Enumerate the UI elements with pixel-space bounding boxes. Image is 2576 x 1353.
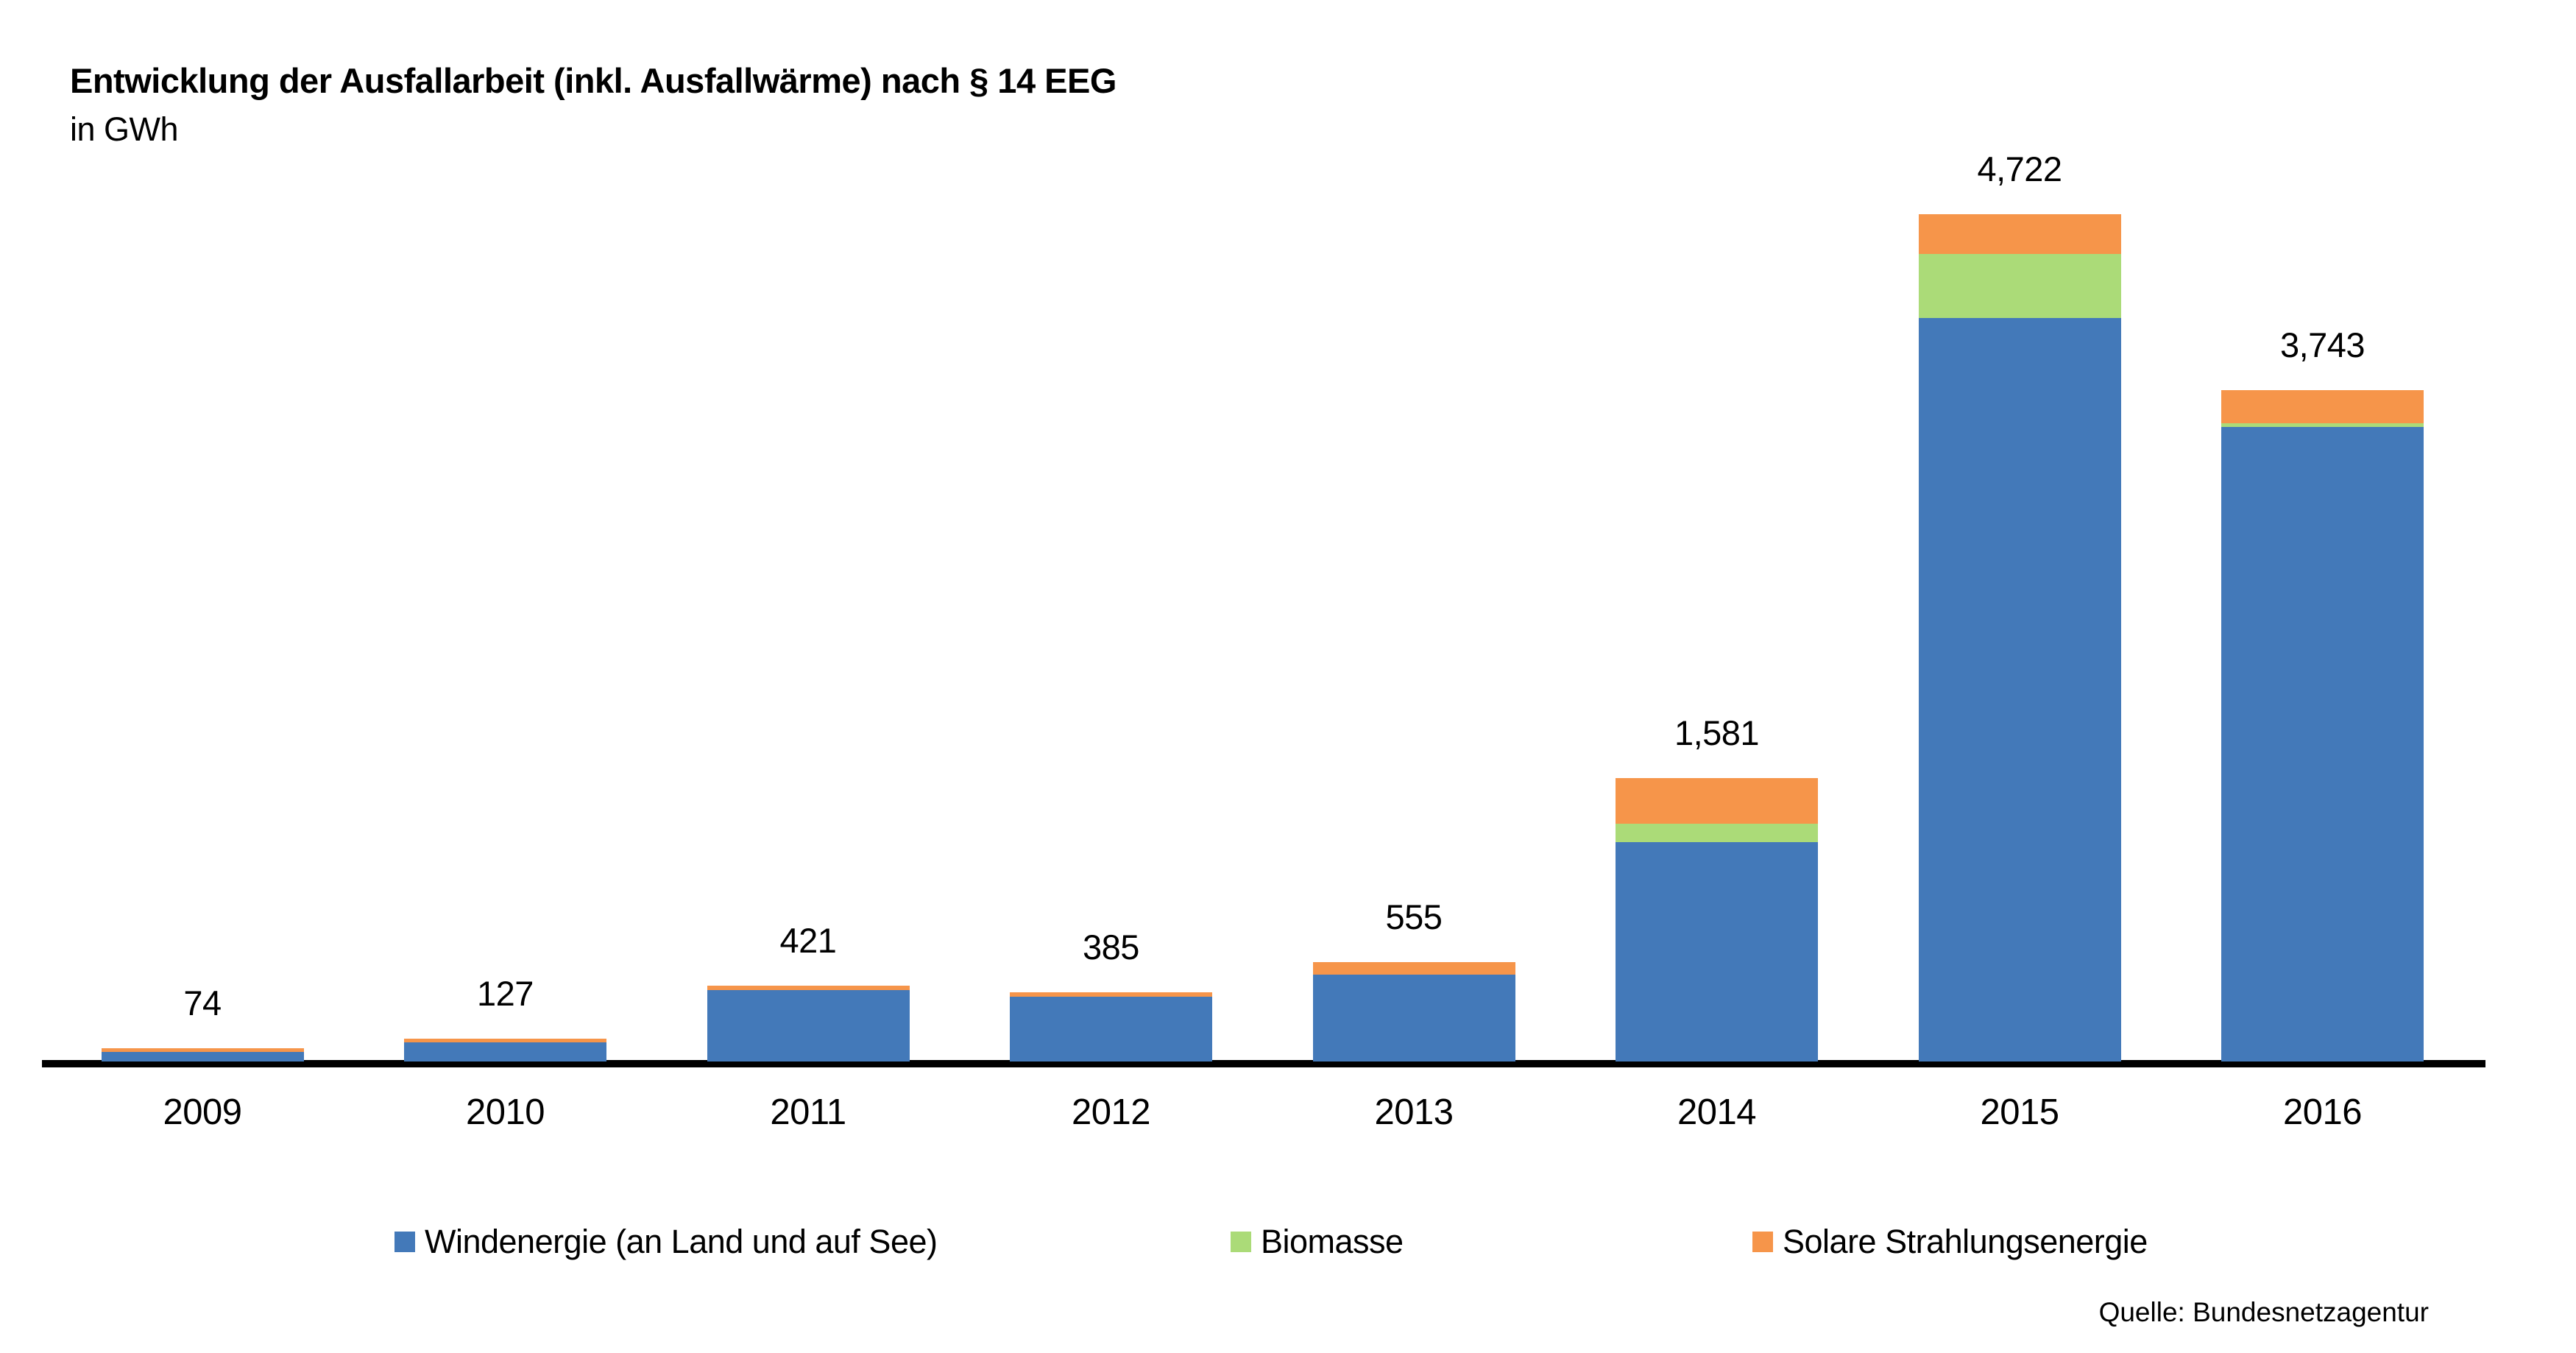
value-label-2012: 385 xyxy=(1083,928,1139,967)
bar-2016 xyxy=(2221,389,2424,1061)
bar-segment-solare-strahlungsenergie-2014 xyxy=(1616,777,1818,824)
bar-2011 xyxy=(707,986,910,1061)
bar-segment-solare-strahlungsenergie-2009 xyxy=(101,1048,304,1052)
bar-segment-windenergie-an-land-und-auf-see-2012 xyxy=(1010,996,1212,1061)
bar-segment-biomasse-2014 xyxy=(1616,823,1818,843)
bar-segment-windenergie-an-land-und-auf-see-2009 xyxy=(101,1051,304,1061)
bar-segment-windenergie-an-land-und-auf-see-2013 xyxy=(1312,974,1515,1061)
bar-segment-biomasse-2015 xyxy=(1918,254,2121,319)
year-label-2016: 2016 xyxy=(2282,1092,2363,1132)
year-label-2009: 2009 xyxy=(163,1092,242,1132)
year-label-2011: 2011 xyxy=(770,1092,846,1132)
year-label-2014: 2014 xyxy=(1677,1092,1757,1132)
bar-segment-solare-strahlungsenergie-2015 xyxy=(1918,213,2121,255)
source-note: Quelle: Bundesnetzagentur xyxy=(2098,1297,2429,1327)
bar-segment-windenergie-an-land-und-auf-see-2016 xyxy=(2221,427,2424,1061)
value-label-2009: 74 xyxy=(183,983,222,1022)
year-label-2015: 2015 xyxy=(1980,1092,2059,1132)
bar-segment-solare-strahlungsenergie-2011 xyxy=(707,986,910,990)
bar-segment-windenergie-an-land-und-auf-see-2011 xyxy=(707,989,910,1061)
year-label-2013: 2013 xyxy=(1374,1092,1454,1132)
bar-2010 xyxy=(404,1039,606,1061)
x-axis-line xyxy=(42,1060,2485,1067)
bar-segment-solare-strahlungsenergie-2010 xyxy=(404,1039,606,1043)
chart-subtitle: in GWh xyxy=(70,110,179,148)
bar-segment-windenergie-an-land-und-auf-see-2015 xyxy=(1918,318,2121,1061)
value-label-2013: 555 xyxy=(1385,897,1443,936)
bar-2013 xyxy=(1312,961,1515,1061)
value-label-2011: 421 xyxy=(779,921,837,961)
value-label-2016: 3,743 xyxy=(2279,325,2366,364)
bar-2014 xyxy=(1616,777,1818,1061)
bar-segment-solare-strahlungsenergie-2013 xyxy=(1312,961,1515,975)
year-label-2012: 2012 xyxy=(1071,1092,1151,1132)
year-label-2010: 2010 xyxy=(465,1092,545,1132)
value-label-2014: 1,581 xyxy=(1674,713,1760,752)
bar-segment-biomasse-2016 xyxy=(2221,423,2424,428)
value-label-2015: 4,722 xyxy=(1977,149,2062,188)
bar-2015 xyxy=(1918,213,2121,1061)
bar-2009 xyxy=(101,1048,304,1061)
bar-segment-windenergie-an-land-und-auf-see-2014 xyxy=(1616,842,1818,1061)
bar-segment-solare-strahlungsenergie-2016 xyxy=(2221,389,2424,424)
value-label-2010: 127 xyxy=(477,974,534,1014)
bar-2012 xyxy=(1010,992,1212,1061)
bar-segment-solare-strahlungsenergie-2012 xyxy=(1010,992,1212,997)
bar-segment-windenergie-an-land-und-auf-see-2010 xyxy=(404,1042,606,1061)
chart-title: Entwicklung der Ausfallarbeit (inkl. Aus… xyxy=(70,61,1117,100)
